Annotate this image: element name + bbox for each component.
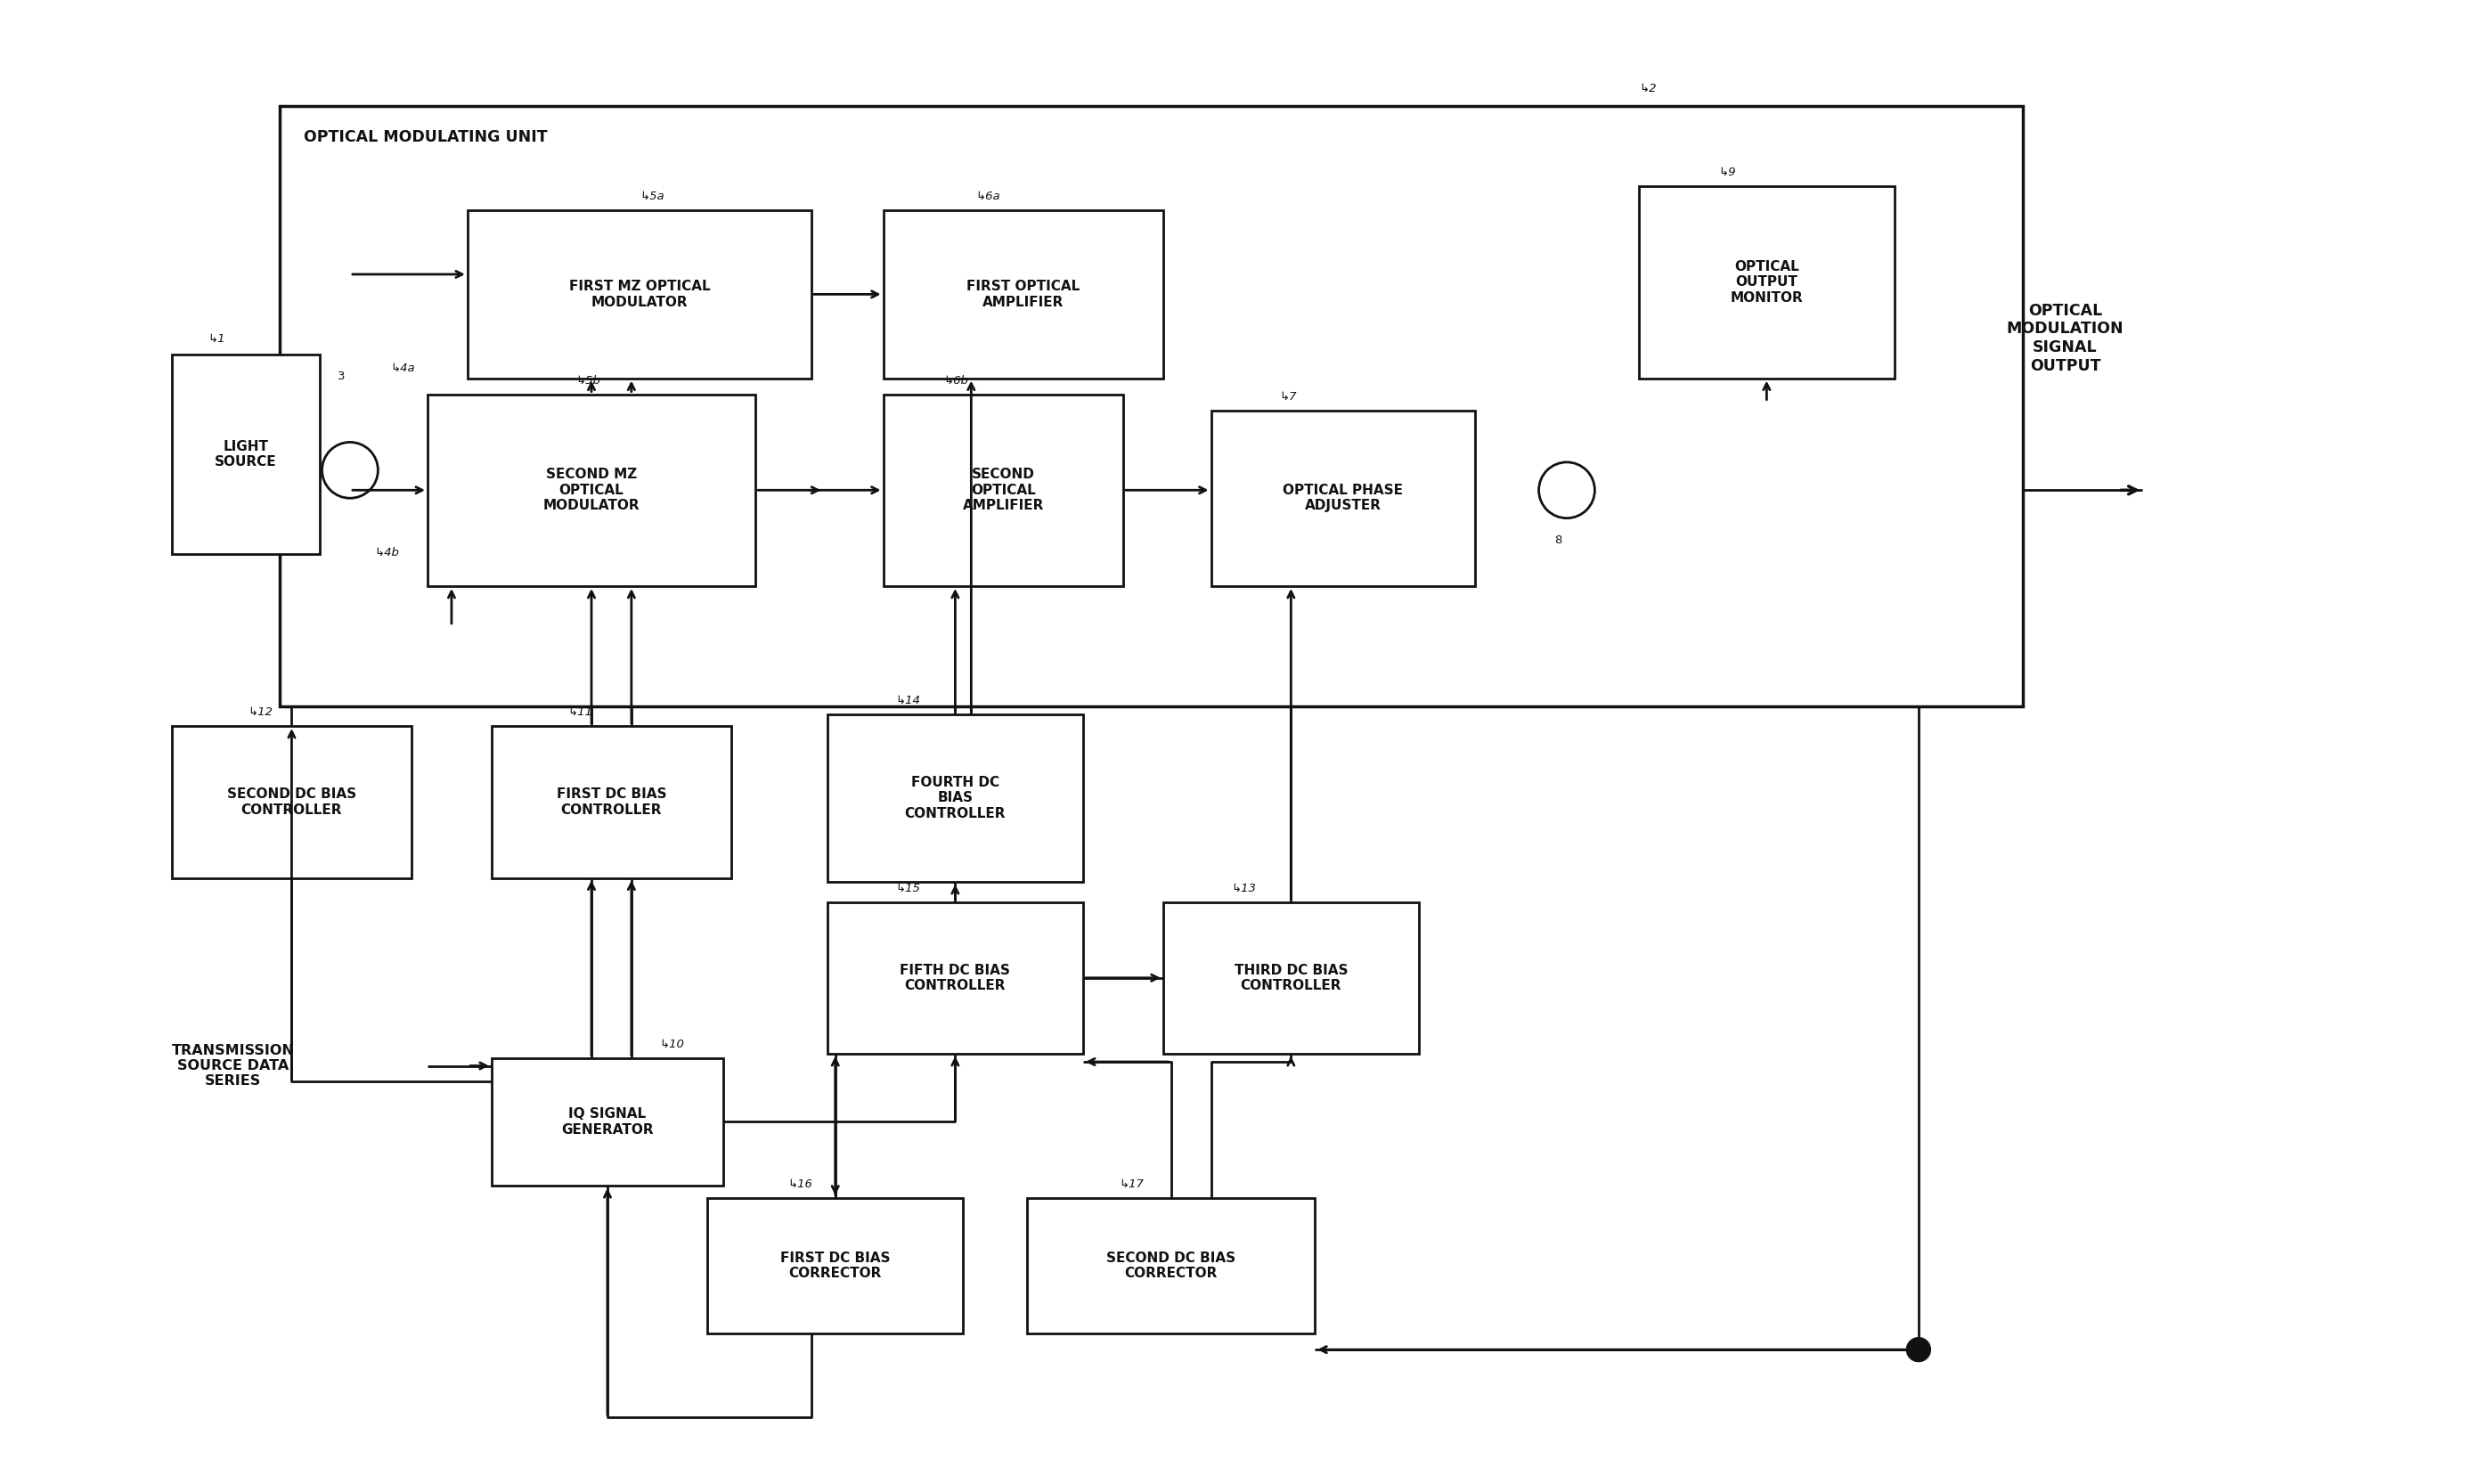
Text: SECOND
OPTICAL
AMPLIFIER: SECOND OPTICAL AMPLIFIER bbox=[961, 467, 1043, 512]
Text: OPTICAL
MODULATION
SIGNAL
OUTPUT: OPTICAL MODULATION SIGNAL OUTPUT bbox=[2007, 303, 2124, 374]
Bar bbox=[171, 355, 320, 554]
Bar bbox=[280, 107, 2022, 706]
Text: ↳4a: ↳4a bbox=[389, 362, 414, 374]
Bar bbox=[468, 211, 810, 378]
Text: ↳5a: ↳5a bbox=[639, 191, 664, 202]
Text: FIRST OPTICAL
AMPLIFIER: FIRST OPTICAL AMPLIFIER bbox=[966, 280, 1080, 309]
Text: IQ SIGNAL
GENERATOR: IQ SIGNAL GENERATOR bbox=[563, 1107, 654, 1137]
Text: ↳5b: ↳5b bbox=[575, 374, 600, 386]
Text: ↳6a: ↳6a bbox=[976, 191, 999, 202]
Text: OPTICAL
OUTPUT
MONITOR: OPTICAL OUTPUT MONITOR bbox=[1730, 260, 1804, 304]
Bar bbox=[1028, 1198, 1316, 1334]
Text: ↳2: ↳2 bbox=[1638, 83, 1655, 95]
Text: ↳16: ↳16 bbox=[788, 1178, 813, 1190]
Text: ↳15: ↳15 bbox=[895, 883, 919, 893]
Bar bbox=[882, 395, 1123, 586]
Text: ↳17: ↳17 bbox=[1120, 1178, 1145, 1190]
Text: ↳13: ↳13 bbox=[1232, 883, 1256, 893]
Text: FIRST DC BIAS
CONTROLLER: FIRST DC BIAS CONTROLLER bbox=[558, 788, 667, 816]
Bar bbox=[171, 726, 411, 879]
Text: ↳11: ↳11 bbox=[567, 706, 592, 718]
Text: ↳12: ↳12 bbox=[248, 706, 273, 718]
Bar bbox=[828, 714, 1083, 881]
Text: OPTICAL PHASE
ADJUSTER: OPTICAL PHASE ADJUSTER bbox=[1284, 484, 1403, 512]
Text: LIGHT
SOURCE: LIGHT SOURCE bbox=[216, 439, 278, 469]
Bar bbox=[706, 1198, 964, 1334]
Circle shape bbox=[1906, 1337, 1930, 1362]
Bar bbox=[491, 726, 731, 879]
Text: ↳7: ↳7 bbox=[1279, 390, 1296, 402]
Text: ↳6b: ↳6b bbox=[944, 374, 969, 386]
Text: THIRD DC BIAS
CONTROLLER: THIRD DC BIAS CONTROLLER bbox=[1234, 963, 1348, 993]
Text: FIRST DC BIAS
CORRECTOR: FIRST DC BIAS CORRECTOR bbox=[781, 1251, 890, 1281]
Text: ↳10: ↳10 bbox=[659, 1039, 684, 1049]
Circle shape bbox=[1539, 462, 1596, 518]
Circle shape bbox=[322, 442, 379, 499]
Text: FIRST MZ OPTICAL
MODULATOR: FIRST MZ OPTICAL MODULATOR bbox=[570, 280, 711, 309]
Text: 3: 3 bbox=[337, 371, 344, 383]
Text: OPTICAL MODULATING UNIT: OPTICAL MODULATING UNIT bbox=[305, 129, 548, 145]
Text: ↳4b: ↳4b bbox=[374, 546, 399, 558]
Bar bbox=[491, 1058, 724, 1186]
Bar bbox=[882, 211, 1162, 378]
Bar bbox=[1162, 902, 1420, 1054]
Bar bbox=[429, 395, 756, 586]
Bar bbox=[1212, 410, 1474, 586]
Text: SECOND DC BIAS
CONTROLLER: SECOND DC BIAS CONTROLLER bbox=[228, 788, 357, 816]
Text: FOURTH DC
BIAS
CONTROLLER: FOURTH DC BIAS CONTROLLER bbox=[904, 776, 1006, 821]
Text: FIFTH DC BIAS
CONTROLLER: FIFTH DC BIAS CONTROLLER bbox=[900, 963, 1011, 993]
Text: SECOND MZ
OPTICAL
MODULATOR: SECOND MZ OPTICAL MODULATOR bbox=[543, 467, 639, 512]
Bar bbox=[828, 902, 1083, 1054]
Text: TRANSMISSION
SOURCE DATA
SERIES: TRANSMISSION SOURCE DATA SERIES bbox=[171, 1043, 295, 1088]
Text: 8: 8 bbox=[1554, 534, 1561, 546]
Text: SECOND DC BIAS
CORRECTOR: SECOND DC BIAS CORRECTOR bbox=[1105, 1251, 1237, 1281]
Text: ↳14: ↳14 bbox=[895, 695, 919, 706]
Text: ↳1: ↳1 bbox=[208, 332, 225, 344]
Bar bbox=[1638, 187, 1896, 378]
Text: ↳9: ↳9 bbox=[1720, 166, 1737, 178]
